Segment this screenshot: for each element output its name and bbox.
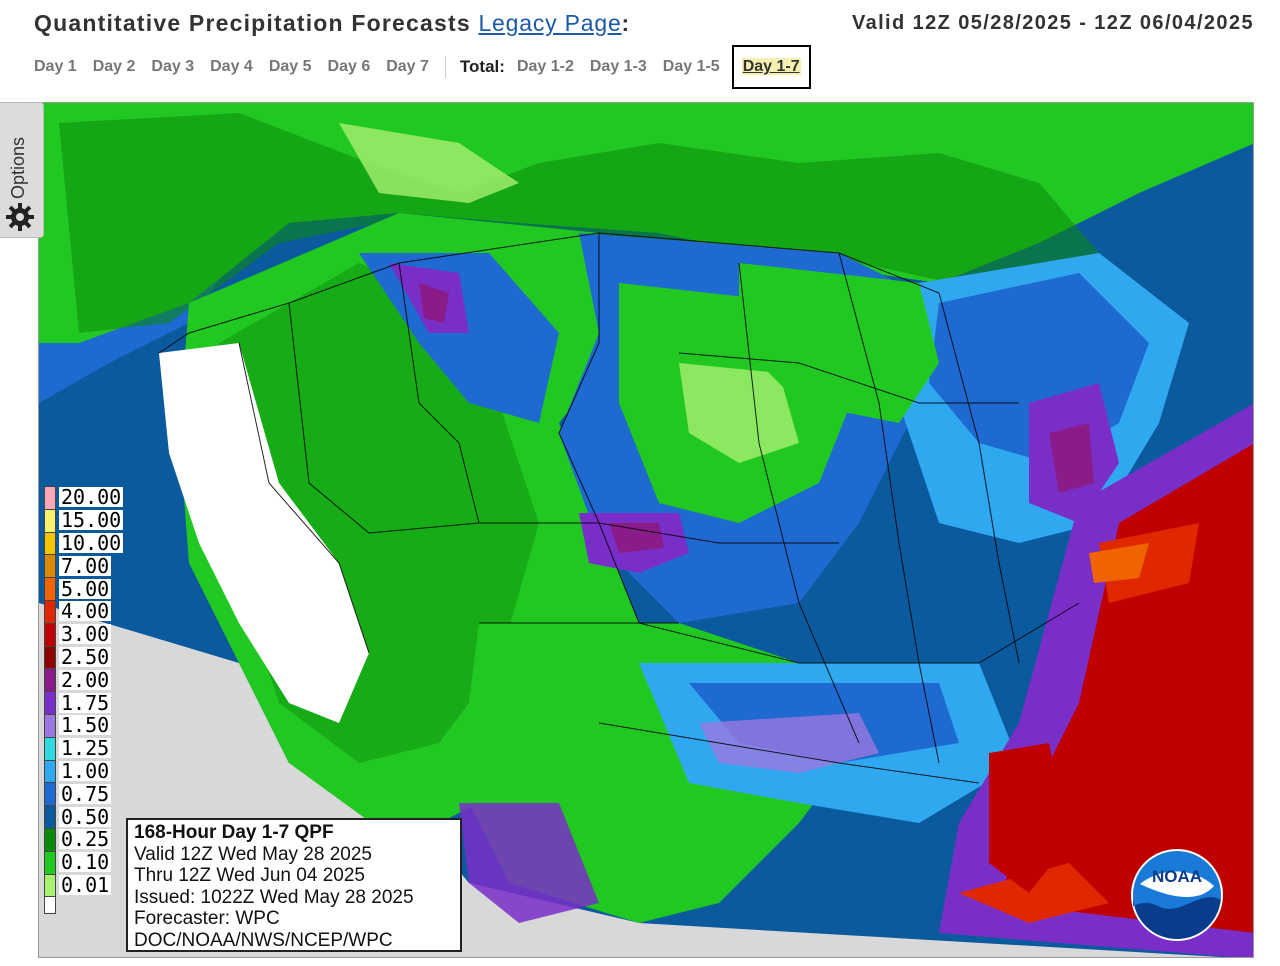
tab-day-1-5[interactable]: Day 1-5 [662,58,720,75]
nav-divider [444,56,446,78]
tab-day-3[interactable]: Day 3 [151,58,195,75]
tab-day-1-7[interactable]: Day 1-7 [731,45,811,89]
legend-label: 5.00 [59,576,112,601]
legend-row: 15.00 [44,508,130,533]
legend-swatch [44,645,56,669]
tab-day-7[interactable]: Day 7 [386,58,429,75]
page-title: Quantitative Precipitation Forecasts Leg… [34,10,630,37]
info-agency: DOC/NOAA/NWS/NCEP/WPC [134,929,393,951]
legend-row: 1.25 [44,736,130,761]
legend-swatch [44,713,56,737]
legend-label: 4.00 [59,599,112,624]
legend-row: 2.00 [44,667,130,692]
legend-swatch [44,782,56,806]
page-title-text: Quantitative Precipitation Forecasts [34,10,471,36]
legend-label: 1.75 [59,690,112,715]
legend-swatch [44,805,56,828]
legend-label: 1.25 [59,736,112,761]
legend-label: 15.00 [59,508,124,533]
legend-label: 20.00 [59,485,124,510]
legend-swatch [44,827,56,851]
legend-label: 0.25 [59,827,112,852]
tab-day-1-2[interactable]: Day 1-2 [516,58,574,75]
tab-day-1-3[interactable]: Day 1-3 [589,58,647,75]
info-title: 168-Hour Day 1-7 QPF [134,822,334,843]
legacy-page-link[interactable]: Legacy Page [478,10,622,36]
legend-row: 0.25 [44,827,130,852]
legend-row: 20.00 [44,486,130,509]
tab-day-1-7-label[interactable]: Day 1-7 [741,58,801,75]
legend-label: 0.50 [59,804,112,829]
legend-swatch [44,531,56,555]
legend-label: 0.10 [59,850,112,875]
legend-label: 3.00 [59,622,112,647]
legend-swatch [44,873,56,897]
legend-label: 0.01 [59,872,112,897]
legend-swatch [44,850,56,874]
legend-row: 0.10 [44,850,130,875]
qpf-map-graphic [39,103,1253,957]
legend-row: 5.00 [44,577,130,600]
legend-label: 7.00 [59,553,112,578]
title-colon: : [621,10,631,36]
legend-row: 7.00 [44,553,130,578]
legend-row: 1.50 [44,713,130,738]
legend-label: 1.50 [59,713,112,738]
legend-row: 2.50 [44,644,130,669]
total-label: Total: [459,57,505,76]
legend-swatch [44,577,56,600]
legend-swatch [44,508,56,532]
legend-label: 2.50 [59,644,112,669]
info-issued: Issued: 1022Z Wed May 28 2025 [134,886,414,908]
tab-day-1[interactable]: Day 1 [34,58,77,75]
qpf-map [38,102,1254,958]
day-nav: Day 1 Day 2 Day 3 Day 4 Day 5 Day 6 Day … [34,45,827,89]
tab-day-4[interactable]: Day 4 [210,58,253,75]
legend-swatch [44,691,56,714]
legend-row: 3.00 [44,622,130,647]
forecast-info-box: 168-Hour Day 1-7 QPF Valid 12Z Wed May 2… [126,818,462,952]
options-label[interactable]: Options [8,136,28,199]
info-valid: Valid 12Z Wed May 28 2025 [134,843,372,865]
legend-row: 0.75 [44,781,130,806]
legend-row: 1.00 [44,758,130,783]
legend-swatch [44,736,56,760]
legend-row: 0.01 [44,872,130,897]
legend-label: 0.75 [59,781,112,806]
info-thru: Thru 12Z Wed Jun 04 2025 [134,865,365,886]
gear-icon[interactable] [4,201,36,233]
legend-row: 10.00 [44,530,130,555]
legend-row: 4.00 [44,599,130,624]
noaa-logo-text: NOAA [1152,867,1202,886]
precip-legend: 20.00 15.00 10.00 7.00 5.00 4.00 3.00 2.50 2.00 1… [44,486,130,915]
tab-day-5[interactable]: Day 5 [268,58,312,75]
valid-range: Valid 12Z 05/28/2025 - 12Z 06/04/2025 [851,12,1254,34]
info-forecaster: Forecaster: WPC [134,908,280,929]
legend-swatch [44,759,56,783]
legend-swatch [44,622,56,646]
tab-day-2[interactable]: Day 2 [92,58,136,75]
tab-day-6[interactable]: Day 6 [327,58,371,75]
noaa-logo: NOAA [1131,849,1223,941]
legend-label: 10.00 [59,530,124,555]
legend-swatch [44,486,56,509]
legend-swatch [44,668,56,692]
legend-swatch-zero [44,896,56,915]
options-panel-toggle[interactable]: Options [0,102,44,238]
legend-row: 1.75 [44,691,130,714]
legend-swatch [44,554,56,578]
legend-row-zero [44,896,130,915]
legend-label: 1.00 [59,758,112,783]
legend-label: 2.00 [59,667,112,692]
legend-swatch [44,599,56,623]
legend-row: 0.50 [44,805,130,828]
